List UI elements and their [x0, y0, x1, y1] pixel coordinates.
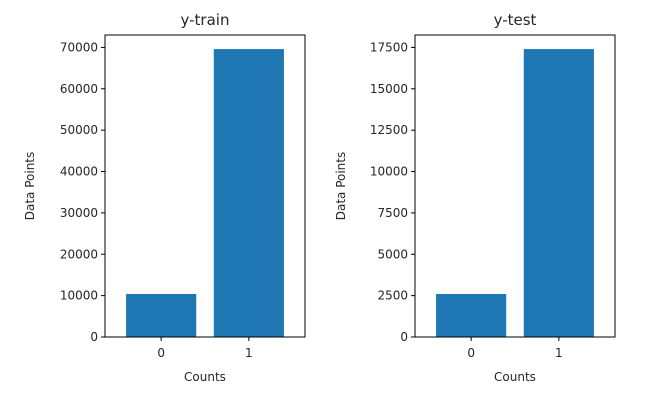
y-tick-label: 70000 [60, 40, 98, 54]
y-tick-label: 50000 [60, 123, 98, 137]
y-axis-label: Data Points [334, 152, 348, 221]
y-tick-label: 30000 [60, 206, 98, 220]
y-tick-label: 40000 [60, 165, 98, 179]
y-axis-label: Data Points [23, 152, 37, 221]
axes-frame [104, 34, 306, 338]
y-tick-label: 2500 [377, 289, 408, 303]
y-tick-label: 10000 [60, 289, 98, 303]
bar-1 [523, 49, 594, 337]
x-tick-label: 1 [555, 346, 563, 360]
axes-frame [414, 34, 616, 338]
y-tick-label: 0 [90, 330, 98, 344]
chart-title: y-train [181, 11, 230, 29]
chart-y-train: y-train 0 10000 20000 30000 40000 50000 60000 7… [23, 11, 306, 384]
chart-y-test: y-test 0 2500 5000 7500 10000 12500 15000 17500… [334, 11, 616, 384]
y-tick-label: 10000 [370, 165, 408, 179]
y-tick-label: 5000 [377, 247, 408, 261]
bar-0 [126, 293, 197, 337]
bar-1 [213, 49, 284, 337]
x-axis-label: Counts [184, 370, 226, 384]
chart-title: y-test [494, 11, 537, 29]
y-tick-label: 12500 [370, 123, 408, 137]
bar-0 [436, 293, 507, 337]
y-tick-label: 20000 [60, 247, 98, 261]
x-tick-label: 1 [245, 346, 253, 360]
x-axis-label: Counts [494, 370, 536, 384]
y-tick-label: 60000 [60, 82, 98, 96]
y-tick-label: 15000 [370, 82, 408, 96]
x-tick-label: 0 [467, 346, 475, 360]
y-tick-label: 0 [400, 330, 408, 344]
y-tick-label: 7500 [377, 206, 408, 220]
y-tick-label: 17500 [370, 40, 408, 54]
x-tick-label: 0 [157, 346, 165, 360]
